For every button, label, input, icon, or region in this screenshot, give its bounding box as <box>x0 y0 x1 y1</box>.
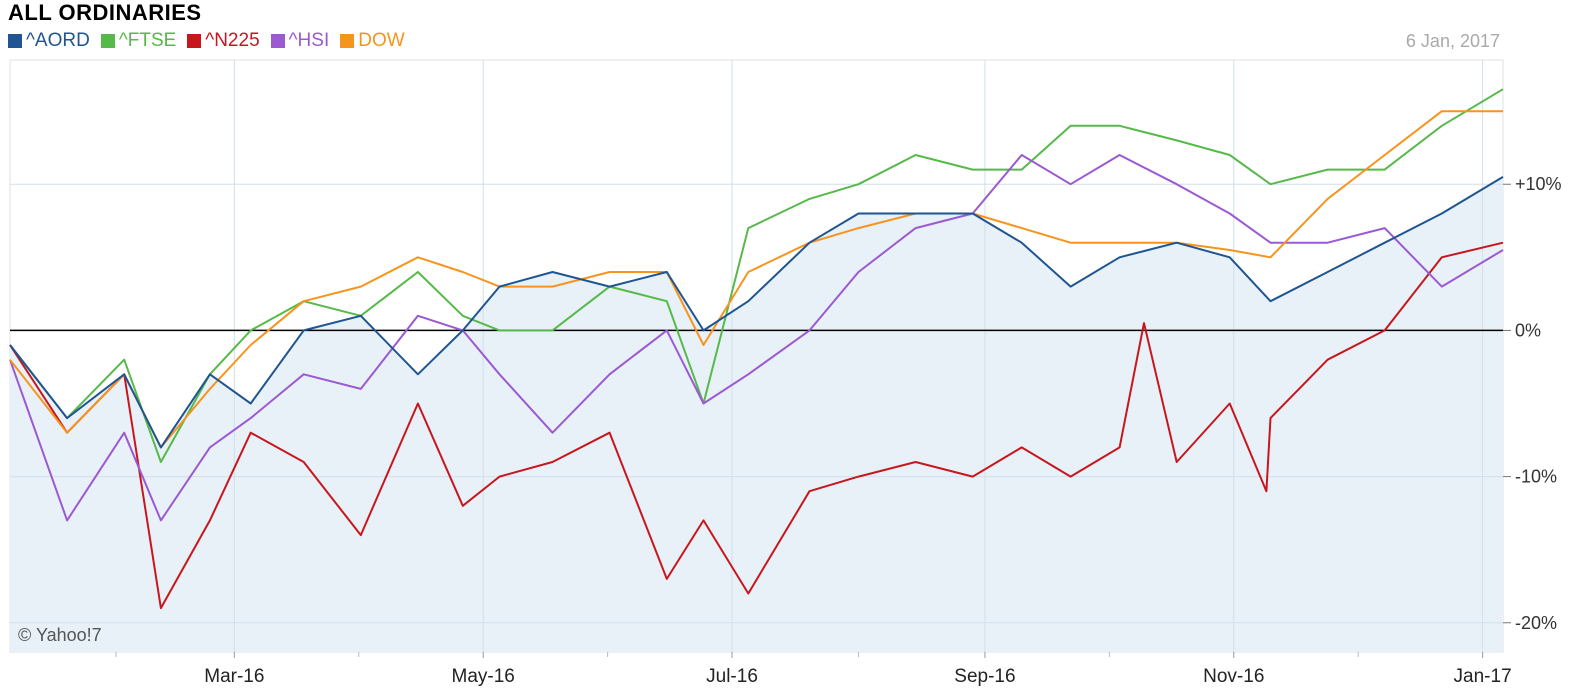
legend-item: ^N225 <box>187 30 260 52</box>
y-tick-label: +10% <box>1515 174 1562 194</box>
x-tick-label: Sep-16 <box>954 666 1015 687</box>
legend-swatch <box>8 34 22 48</box>
legend-item: DOW <box>340 30 405 52</box>
x-tick-label: May-16 <box>452 666 515 687</box>
legend-label: ^N225 <box>205 30 260 51</box>
y-tick-label: 0% <box>1515 320 1541 340</box>
series-line-dow <box>9 110 1503 449</box>
series-line-n225 <box>9 241 1504 610</box>
legend-item: ^AORD <box>8 30 90 52</box>
copyright-label: © Yahoo!7 <box>18 625 102 645</box>
series-line-hsi <box>9 154 1504 522</box>
x-tick-label: Jan-17 <box>1454 666 1512 687</box>
legend-item: ^HSI <box>270 30 330 52</box>
legend: ^AORD ^FTSE ^N225 ^HSI DOW <box>8 30 416 52</box>
x-tick-label: Nov-16 <box>1203 666 1264 687</box>
legend-label: ^HSI <box>288 30 330 51</box>
legend-label: ^FTSE <box>118 30 177 51</box>
legend-swatch <box>270 34 285 48</box>
legend-label: DOW <box>358 30 405 51</box>
legend-swatch <box>187 34 202 48</box>
y-tick-label: -10% <box>1515 467 1557 487</box>
legend-label: ^AORD <box>26 30 90 51</box>
legend-item: ^FTSE <box>100 30 177 52</box>
legend-swatch <box>100 34 115 48</box>
chart-title: ALL ORDINARIES <box>8 0 202 25</box>
legend-swatch <box>340 34 355 48</box>
area-fill <box>10 176 1503 652</box>
x-tick-label: Mar-16 <box>204 666 264 687</box>
chart-date: 6 Jan, 2017 <box>1405 31 1500 51</box>
series-line-aord <box>9 176 1504 449</box>
x-tick-label: Jul-16 <box>706 666 758 687</box>
y-tick-label: -20% <box>1515 613 1557 633</box>
